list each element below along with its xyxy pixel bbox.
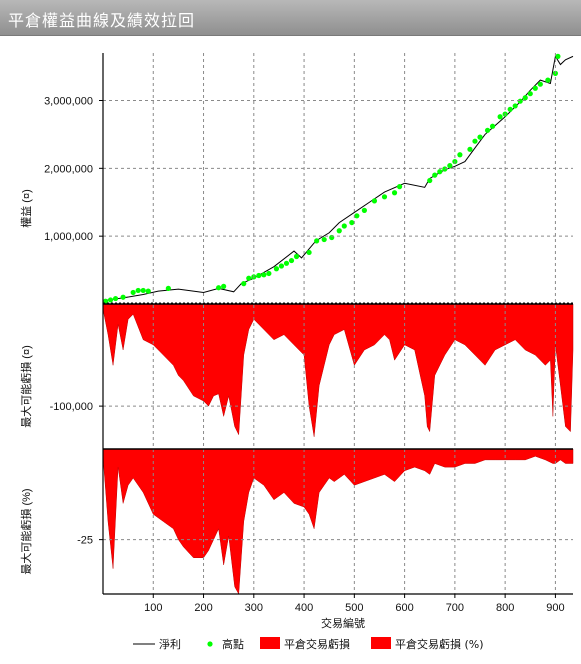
high-point-marker [472, 138, 478, 144]
high-point-marker [507, 106, 513, 112]
x-tick-label: 200 [194, 602, 212, 614]
high-point-marker [341, 223, 347, 229]
high-point-marker [442, 166, 448, 172]
window-title-bar: 平倉權益曲線及績效拉回 [0, 0, 581, 36]
high-point-marker [537, 81, 543, 87]
high-point-marker [165, 285, 171, 291]
high-point-marker [371, 198, 378, 204]
x-tick-label: 700 [446, 602, 464, 614]
high-point-marker [135, 287, 141, 294]
high-point-marker [256, 272, 262, 279]
high-point-marker [354, 213, 360, 219]
y-tick-label: 3,000,000 [44, 95, 93, 107]
high-point-marker [545, 77, 551, 83]
x-axis-label: 交易編號 [321, 616, 365, 630]
drawdown-area [102, 303, 574, 437]
high-point-marker [381, 194, 388, 200]
x-tick-label: 600 [395, 602, 413, 614]
high-point-marker [273, 266, 280, 272]
x-tick-label: 300 [245, 602, 263, 614]
drawdown-axis-label: 最大可能虧損 (¤) [19, 345, 33, 428]
high-point-marker [306, 249, 312, 256]
high-point-marker [336, 228, 342, 234]
high-point-marker [241, 281, 247, 287]
high-point-marker [527, 91, 533, 97]
high-point-marker [246, 275, 252, 281]
high-point-marker [293, 253, 300, 260]
legend-box-icon [371, 637, 391, 649]
high-point-marker [477, 134, 483, 140]
high-point-marker [112, 295, 119, 302]
high-point-marker [314, 238, 320, 244]
high-point-marker [288, 257, 295, 264]
window-title: 平倉權益曲線及績效拉回 [8, 11, 196, 30]
y-tick-label: 2,000,000 [44, 163, 93, 175]
high-point-marker [457, 152, 463, 158]
legend-label: 平倉交易虧損 (%) [395, 637, 484, 651]
high-point-marker [467, 146, 473, 152]
drawdown-axis-label: 最大可能虧損 (%) [19, 488, 33, 574]
high-point-marker [130, 289, 136, 296]
equity-axis-label: 權益 (¤) [19, 189, 33, 228]
high-point-marker [522, 95, 528, 101]
high-point-marker [555, 53, 561, 59]
high-point-marker [497, 114, 503, 120]
high-point-marker [532, 85, 538, 91]
x-tick-label: 500 [345, 602, 363, 614]
high-point-marker [396, 184, 403, 190]
legend-box-icon [260, 637, 280, 649]
high-point-marker [391, 190, 398, 196]
performance-chart: 1,000,000 2,000,000 3,000,000 權益 (¤) -100,00… [19, 53, 574, 651]
y-tick-label: -25 [77, 535, 93, 547]
high-point-marker [145, 288, 151, 294]
high-point-marker [361, 207, 367, 213]
drawdown-area [102, 448, 574, 595]
y-tick-label: -100,000 [50, 401, 93, 413]
x-tick-label: 400 [295, 602, 313, 614]
high-point-marker [447, 163, 453, 169]
legend-label: 淨利 [159, 638, 181, 651]
high-point-marker [484, 127, 491, 133]
high-point-marker [432, 172, 438, 178]
high-point-marker [321, 236, 327, 243]
high-point-marker [120, 294, 126, 300]
y-tick-label: 1,000,000 [44, 231, 93, 243]
high-point-marker [427, 177, 433, 184]
high-point-marker [140, 287, 146, 294]
x-tick-label: 100 [144, 602, 162, 614]
x-tick-label: 900 [546, 602, 564, 614]
high-point-marker [489, 123, 496, 129]
high-point-marker [278, 263, 285, 269]
x-tick-label: 800 [496, 602, 514, 614]
net-profit-line [102, 55, 574, 302]
legend-label: 高點 [222, 637, 244, 651]
high-point-marker [216, 285, 222, 291]
high-point-marker [349, 219, 355, 226]
legend-label: 平倉交易虧損 [284, 637, 350, 651]
high-point-marker [517, 98, 523, 104]
high-point-marker [107, 297, 114, 303]
high-point-marker [266, 270, 272, 277]
high-point-marker [261, 272, 267, 278]
legend-dot-icon [207, 641, 213, 647]
high-point-marker [283, 260, 290, 266]
high-point-marker [512, 103, 518, 109]
high-point-marker [437, 169, 443, 175]
high-point-marker [221, 283, 227, 289]
